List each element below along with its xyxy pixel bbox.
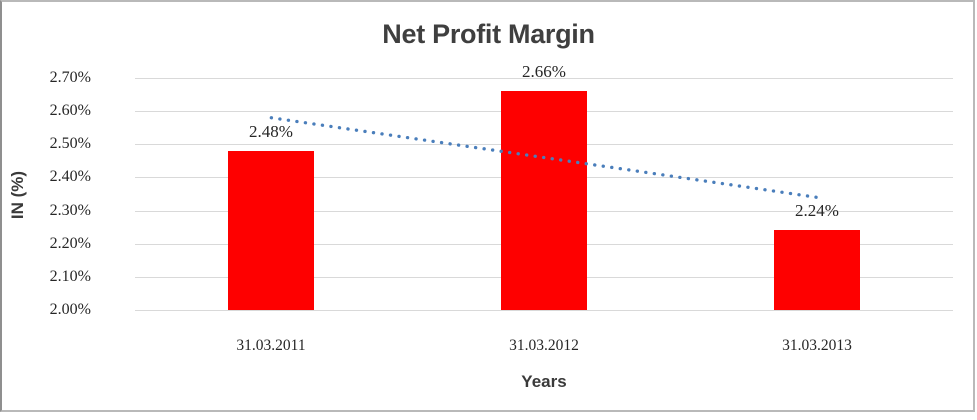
y-tick-label: 2.10% [49,268,91,285]
y-tick-label: 2.20% [49,235,91,252]
y-tick-label: 2.30% [49,202,91,219]
x-axis-title: Years [521,372,567,391]
bar-31.03.2012 [501,91,587,310]
x-tick-label: 31.03.2011 [236,337,306,354]
chart-title: Net Profit Margin [382,19,595,49]
trendline [269,116,819,199]
data-label: 2.48% [249,122,293,141]
y-tick-label: 2.50% [49,135,91,152]
y-tick-label: 2.70% [49,69,91,86]
y-tick-label: 2.00% [49,301,91,318]
y-tick-label: 2.40% [49,168,91,185]
gridline [135,78,953,79]
data-label: 2.24% [795,201,839,220]
bar-31.03.2011 [228,151,314,310]
gridline [135,310,953,311]
x-tick-label: 31.03.2013 [782,337,852,354]
plot-area: 2.00% 2.10% 2.20% 2.30% 2.40% 2.50% 2.60% 2.70%… [50,63,953,318]
data-label: 2.66% [522,62,566,81]
x-tick-label: 31.03.2012 [509,337,579,354]
y-tick-label: 2.60% [49,102,91,119]
bar-31.03.2013 [774,230,860,310]
